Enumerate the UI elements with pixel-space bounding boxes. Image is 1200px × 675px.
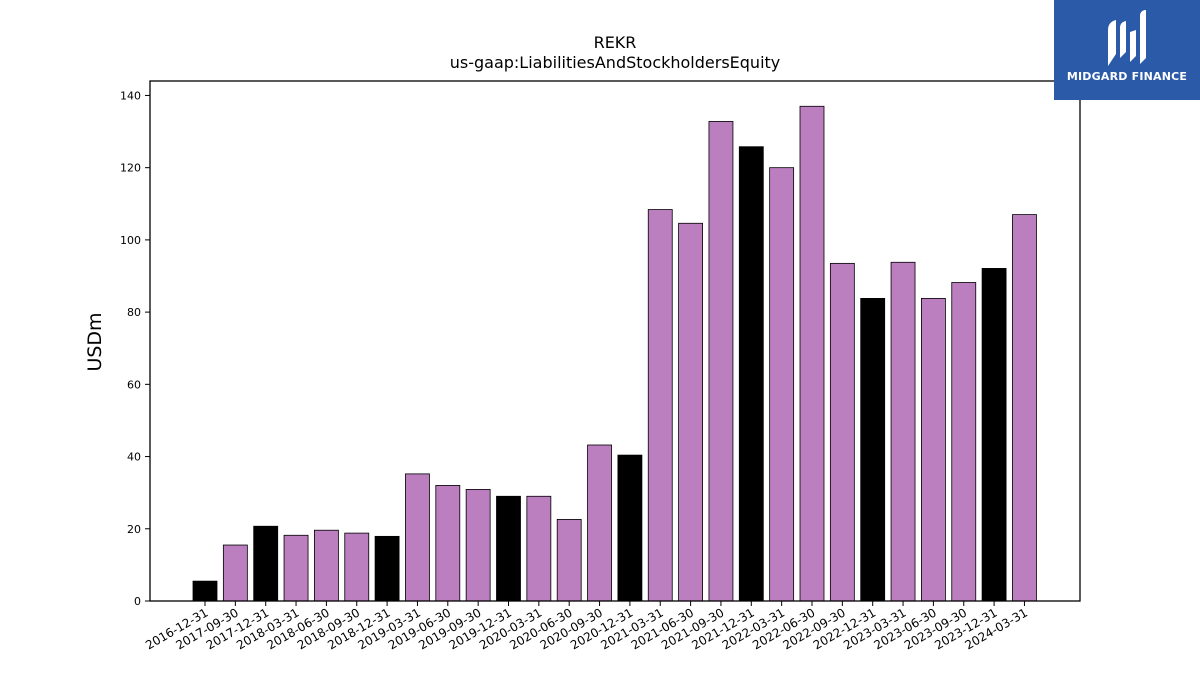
bar-2024-03-31 [1012,214,1037,602]
bar-2023-09-30 [951,282,977,602]
y-tick-label: 20 [127,523,141,536]
y-tick-label: 0 [134,595,141,608]
bar-2021-06-30 [678,222,703,602]
y-tick-label: 80 [127,306,141,319]
logo-text: MIDGARD FINANCE [1066,70,1188,83]
bar-2020-06-30 [556,518,582,602]
bar-2021-09-30 [708,121,734,602]
y-tick-label: 120 [120,162,141,175]
bar-2023-12-31 [981,268,1007,602]
bars-group [192,105,1037,602]
y-tick-label: 60 [127,378,141,391]
bar-2017-09-30 [222,544,248,602]
bar-2022-12-31 [860,297,886,602]
bar-2021-03-31 [647,209,673,602]
bar-2023-06-30 [921,297,946,602]
bar-2020-03-31 [526,495,552,602]
midgard-logo-icon [1108,10,1146,66]
midgard-finance-logo: MIDGARD FINANCE [1054,0,1200,100]
bar-2019-03-31 [405,473,430,602]
bar-2023-03-31 [890,261,916,602]
bar-2018-09-30 [344,532,370,602]
chart-title: REKR [594,33,637,52]
bar-2022-06-30 [799,105,825,602]
bar-2017-12-31 [253,525,279,602]
bar-2018-12-31 [374,535,400,602]
y-axis-ticks: 0 20 40 60 80 100 120 140 [120,89,150,608]
x-axis-ticks: 2016-12-312017-09-302017-12-312018-03-31… [143,601,1030,652]
bar-2021-12-31 [738,146,764,602]
y-tick-label: 40 [127,451,141,464]
bar-2020-09-30 [587,444,612,602]
bar-2019-12-31 [496,495,521,602]
bar-2019-09-30 [465,489,491,602]
plot-frame [149,80,1081,602]
bar-2018-03-31 [283,534,309,602]
bar-2018-06-30 [313,529,339,602]
chart-subtitle: us-gaap:LiabilitiesAndStockholdersEquity [450,53,781,72]
y-tick-label: 140 [120,89,141,102]
bar-2016-12-31 [192,580,218,602]
bar-2022-03-31 [769,167,795,602]
y-axis-label: USDm [84,312,106,371]
bar-2020-12-31 [617,454,643,602]
bar-2022-09-30 [829,262,855,602]
bar-2019-06-30 [435,485,461,602]
y-tick-label: 100 [120,234,141,247]
